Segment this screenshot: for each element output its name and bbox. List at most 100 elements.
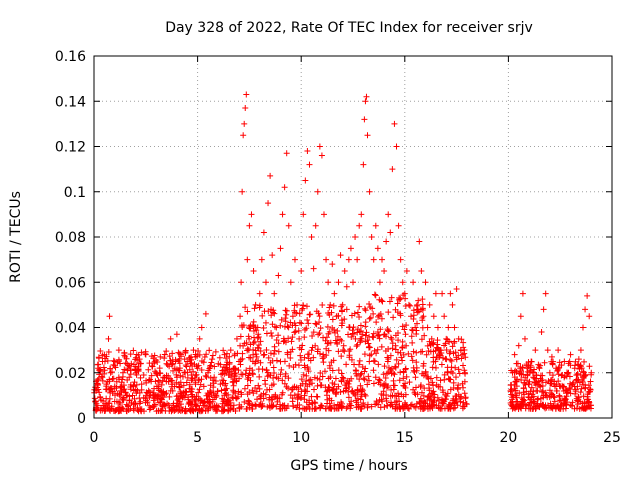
y-tick-label: 0 xyxy=(77,411,86,427)
data-point xyxy=(282,315,289,322)
data-point xyxy=(303,303,310,310)
data-point xyxy=(350,331,357,338)
data-point xyxy=(352,392,359,399)
data-point xyxy=(377,326,384,333)
data-point xyxy=(420,313,427,320)
data-point xyxy=(343,361,350,368)
data-point xyxy=(450,379,457,386)
data-point xyxy=(146,376,153,383)
data-point xyxy=(383,384,390,391)
data-point xyxy=(155,383,162,390)
data-point xyxy=(241,398,248,405)
data-point xyxy=(521,379,528,386)
data-point xyxy=(530,374,537,381)
data-point xyxy=(326,311,333,318)
data-point xyxy=(563,373,570,380)
data-point xyxy=(275,348,282,355)
data-point xyxy=(385,346,392,353)
data-point xyxy=(455,335,462,342)
data-point xyxy=(368,234,375,240)
data-point xyxy=(376,296,383,303)
data-point xyxy=(333,405,340,412)
x-axis-label: GPS time / hours xyxy=(290,458,407,474)
y-tick-label: 0.16 xyxy=(55,49,86,65)
data-point xyxy=(243,339,250,346)
data-point xyxy=(243,405,250,412)
data-point xyxy=(521,335,528,342)
data-point xyxy=(403,322,410,329)
data-point xyxy=(179,407,186,414)
data-point xyxy=(520,371,527,378)
data-point xyxy=(367,304,374,311)
data-point xyxy=(101,370,108,377)
data-point xyxy=(415,297,422,304)
data-point xyxy=(202,372,209,379)
y-tick-label: 0.06 xyxy=(55,275,86,291)
data-point xyxy=(455,366,462,373)
data-point xyxy=(194,365,201,372)
data-point xyxy=(572,388,579,395)
data-point xyxy=(553,365,560,372)
data-point xyxy=(238,391,245,398)
data-point xyxy=(578,385,585,392)
data-point xyxy=(112,364,119,371)
data-point xyxy=(532,347,539,354)
x-tick-label: 0 xyxy=(90,430,99,446)
data-point xyxy=(128,399,135,406)
data-point xyxy=(399,357,406,364)
data-point xyxy=(450,350,457,357)
data-point xyxy=(587,402,594,409)
data-point xyxy=(375,361,382,368)
data-point xyxy=(122,353,129,360)
y-tick-label: 0.04 xyxy=(55,321,86,337)
data-point xyxy=(374,332,381,339)
data-point xyxy=(533,372,540,379)
data-point xyxy=(118,407,125,414)
data-point xyxy=(370,334,377,341)
data-point xyxy=(548,353,555,360)
data-point xyxy=(433,374,440,381)
data-point xyxy=(422,279,429,286)
data-point xyxy=(108,403,115,410)
data-point xyxy=(354,329,361,336)
data-point xyxy=(111,358,118,365)
data-point xyxy=(433,344,440,351)
data-point xyxy=(511,351,518,358)
data-point xyxy=(339,403,346,410)
data-point xyxy=(341,267,348,274)
data-point xyxy=(273,374,280,381)
data-point xyxy=(285,222,292,229)
x-tick-label: 5 xyxy=(193,430,202,446)
data-point xyxy=(384,402,391,409)
data-point xyxy=(301,334,308,341)
data-point xyxy=(571,365,578,372)
data-point xyxy=(367,314,374,321)
data-point xyxy=(123,408,130,415)
data-point xyxy=(195,362,202,369)
data-point xyxy=(577,347,584,354)
data-point xyxy=(250,340,257,347)
data-point xyxy=(273,357,280,364)
data-point xyxy=(180,390,187,397)
data-point xyxy=(389,345,396,352)
data-point xyxy=(289,334,296,341)
data-point xyxy=(296,319,303,326)
data-point xyxy=(120,395,127,402)
data-point xyxy=(587,386,594,393)
data-point xyxy=(453,393,460,400)
data-point xyxy=(282,370,289,377)
data-point xyxy=(114,390,121,397)
data-point xyxy=(190,347,197,354)
data-point xyxy=(106,313,113,320)
data-point xyxy=(257,338,264,345)
data-point xyxy=(372,374,379,381)
data-point xyxy=(399,279,406,286)
data-point xyxy=(266,372,273,379)
data-point xyxy=(118,405,125,412)
data-point xyxy=(572,390,579,397)
data-point xyxy=(331,402,338,409)
data-point xyxy=(279,402,286,409)
data-point xyxy=(113,378,120,385)
data-point xyxy=(225,407,232,414)
data-point xyxy=(546,394,553,401)
